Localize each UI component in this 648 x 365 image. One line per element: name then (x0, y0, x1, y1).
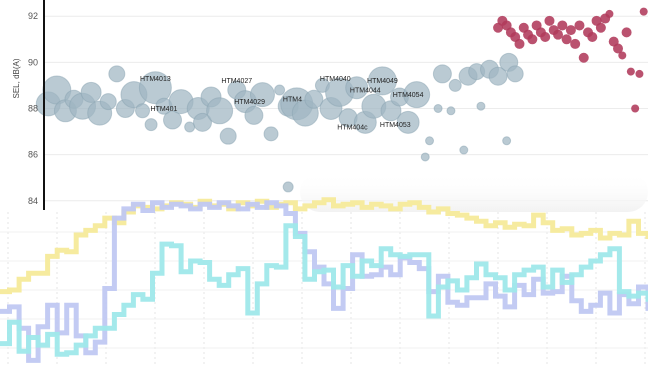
point-label: HTM4013 (140, 76, 171, 83)
step-line (0, 200, 648, 363)
scatter-point-highlight (574, 20, 585, 31)
scatter-bubble (108, 65, 126, 83)
y-tick-label: 88 (28, 104, 38, 114)
y-tick-label: 84 (28, 196, 38, 206)
scatter-point-highlight (621, 27, 632, 38)
scatter-point-highlight (626, 67, 635, 76)
scatter-point-highlight (565, 25, 576, 36)
scatter-point-highlight (595, 22, 606, 33)
fade-overlay (300, 172, 648, 212)
scatter-point-highlight (514, 38, 525, 49)
point-label: HTM404c (337, 124, 368, 131)
scatter-bubble (502, 136, 512, 146)
scatter-point-highlight (605, 9, 614, 18)
point-label: HTM4 (283, 97, 302, 104)
y-tick-label: 92 (28, 11, 38, 21)
scatter-point-highlight (578, 52, 589, 63)
scatter-bubble (345, 76, 369, 100)
scatter-point-highlight (544, 15, 555, 26)
scatter-bubble (367, 66, 397, 96)
scatter-bubble (249, 82, 275, 108)
point-label: HTM4044 (350, 87, 381, 94)
scatter-point-highlight (639, 7, 648, 16)
scatter-bubble (433, 104, 443, 113)
scatter-bubble (99, 93, 117, 111)
scatter-bubble (163, 110, 183, 130)
scatter-bubble (135, 103, 151, 119)
scatter-bubble (476, 101, 486, 111)
scatter-bubble (263, 126, 279, 142)
scatter-point-highlight (557, 20, 568, 31)
scatter-bubble (396, 110, 420, 134)
scatter-bubble (282, 181, 294, 193)
scatter-bubble (219, 127, 237, 145)
scatter-bubble (274, 84, 286, 96)
point-label: HTM401 (151, 106, 178, 113)
scatter-bubble (192, 112, 212, 132)
scatter-bubble (448, 78, 462, 92)
y-tick-label: 90 (28, 57, 38, 67)
scatter-bubble (446, 106, 456, 116)
scatter-points (35, 7, 648, 193)
scatter-bubble (420, 152, 430, 162)
scatter-bubble (403, 81, 431, 109)
scatter-point-highlight (631, 104, 640, 113)
scatter-point-highlight (587, 31, 598, 42)
scatter-bubble (432, 64, 452, 84)
scatter-bubble (506, 65, 524, 83)
scatter-point-highlight (570, 38, 581, 49)
scatter-point-highlight (540, 31, 551, 42)
scatter-bubble (425, 136, 435, 146)
step-line (0, 223, 648, 357)
scatter-point-highlight (561, 34, 572, 45)
point-label: HTM4029 (234, 99, 265, 106)
scatter-bubble (144, 118, 158, 132)
y-tick-label: 86 (28, 150, 38, 160)
scatter-bubble (304, 89, 324, 109)
scatter-point-highlight (527, 34, 538, 45)
scatter-bubble (244, 105, 264, 125)
line-series-group (0, 197, 648, 363)
scatter-bubble (138, 71, 172, 105)
scatter-point-highlight (618, 51, 627, 60)
scatter-point-highlight (553, 29, 564, 40)
scatter-point-highlight (613, 43, 624, 54)
point-label: HTM4049 (367, 78, 398, 85)
y-axis-title: SEL, dB(A) (12, 58, 21, 98)
point-label: HTM4053 (380, 122, 411, 129)
scatter-bubble (459, 145, 469, 155)
scatter-bubble (206, 97, 234, 125)
point-label: HTM4027 (221, 78, 252, 85)
point-label: HTM4040 (320, 76, 351, 83)
point-label: HTM4054 (393, 92, 424, 99)
scatter-point-highlight (635, 69, 644, 78)
scatter-point-labels: HTM4013 HTM4027 HTM4049 HTM4044 HTM4054 HTM40… (140, 76, 424, 131)
scatter-bubble (80, 81, 102, 103)
line-gridlines (0, 212, 648, 365)
scatter-y-axis: 84 86 88 90 92 SEL, dB(A) (12, 0, 45, 210)
